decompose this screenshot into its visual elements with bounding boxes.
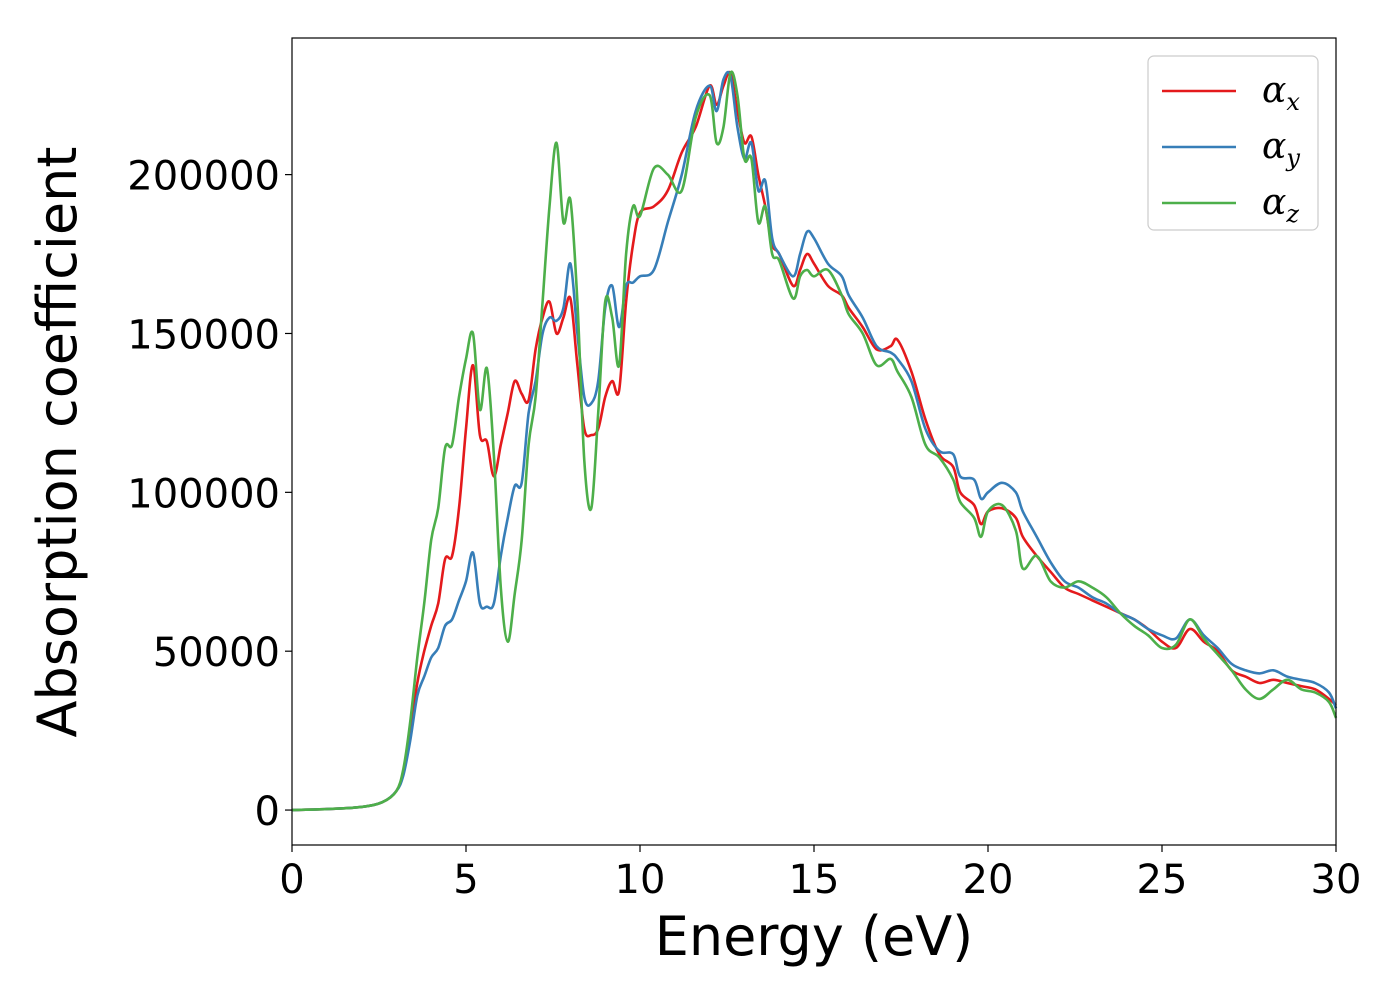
series-layer — [291, 70, 1338, 812]
legend-label-symbol: α — [1262, 182, 1286, 223]
legend-label-alpha-y: αy — [1262, 126, 1300, 172]
legend-label-subscript: y — [1285, 144, 1300, 172]
x-tick-label: 10 — [615, 857, 666, 903]
series-line-alpha-y — [291, 70, 1338, 812]
x-tick-label: 30 — [1311, 857, 1362, 903]
legend-label-symbol: α — [1262, 70, 1286, 111]
legend-label-subscript: z — [1285, 200, 1299, 228]
y-tick-label: 150000 — [127, 312, 280, 358]
x-tick-label: 25 — [1137, 857, 1188, 903]
x-axis-label: Energy (eV) — [655, 905, 974, 968]
series-line-alpha-x — [291, 70, 1337, 812]
legend-label-symbol: α — [1262, 126, 1286, 167]
y-tick-label: 200000 — [127, 154, 280, 200]
x-tick-label: 5 — [453, 857, 478, 903]
legend-label-subscript: x — [1286, 88, 1300, 116]
x-axis-ticks: 0 5 10 15 20 25 30 — [279, 845, 1361, 903]
y-axis-label: Absorption coefficient — [26, 147, 89, 738]
y-tick-label: 100000 — [127, 471, 280, 517]
y-tick-label: 50000 — [153, 630, 280, 676]
x-tick-label: 20 — [963, 857, 1014, 903]
legend-box — [1147, 55, 1319, 231]
x-tick-label: 15 — [789, 857, 840, 903]
x-tick-label: 0 — [279, 857, 304, 903]
y-tick-label: 0 — [255, 789, 280, 835]
y-axis-ticks: 0 50000 100000 150000 200000 — [127, 154, 292, 835]
legend-label-alpha-x: αx — [1262, 70, 1300, 116]
series-line-alpha-z — [291, 70, 1338, 812]
legend-label-alpha-z: αz — [1262, 182, 1299, 228]
